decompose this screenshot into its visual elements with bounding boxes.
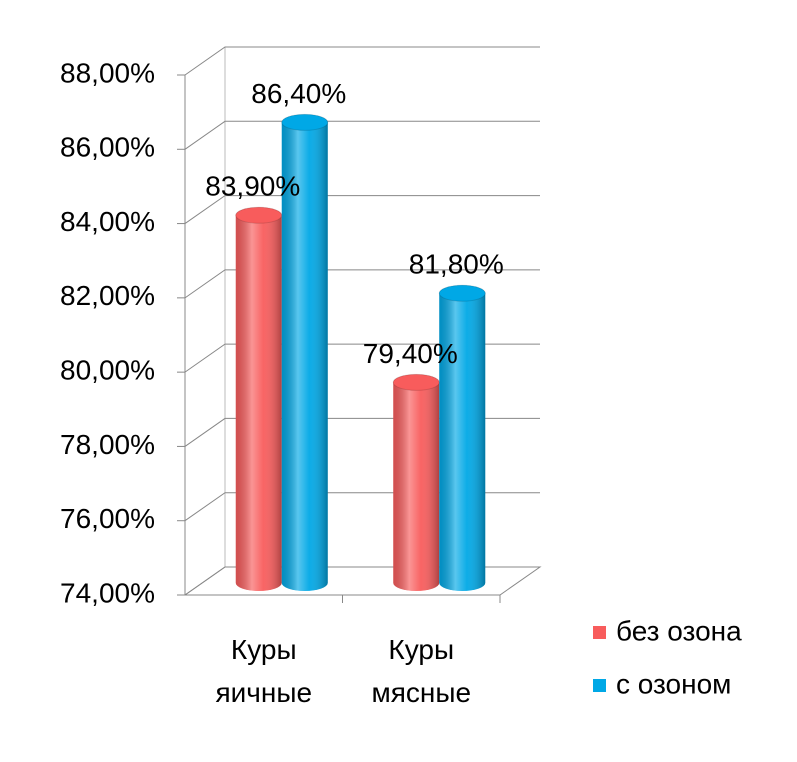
bar-shading — [281, 114, 328, 591]
y-tick-label: 86,00% — [60, 132, 155, 163]
bar-top — [281, 113, 329, 131]
y-tick-label: 76,00% — [60, 503, 155, 534]
bar-shading — [393, 374, 440, 591]
legend-label: без озона — [616, 615, 742, 646]
legend-swatch — [593, 679, 606, 692]
bar-top — [235, 206, 283, 224]
x-tick-label: Куры мясные — [371, 634, 472, 708]
grid-line — [184, 269, 540, 299]
bar-shading — [235, 207, 282, 592]
grid-line — [184, 195, 540, 224]
grid-line — [184, 46, 540, 76]
y-tick-label: 74,00% — [60, 577, 155, 608]
bar-top — [392, 373, 440, 391]
y-tick-label: 80,00% — [60, 355, 155, 386]
grid-line — [184, 120, 540, 150]
value-label: 79,40% — [363, 338, 458, 369]
legend-label: с озоном — [616, 668, 731, 699]
y-tick-label: 88,00% — [60, 57, 155, 88]
y-tick-label: 84,00% — [60, 206, 155, 237]
bar-top — [438, 284, 486, 302]
legend-swatch — [593, 626, 606, 639]
bar-shading — [439, 285, 486, 591]
value-label: 81,80% — [409, 249, 504, 280]
value-label: 83,90% — [205, 171, 300, 202]
grid-line — [184, 343, 540, 373]
value-label: 86,40% — [251, 78, 346, 109]
y-tick-label: 78,00% — [60, 429, 155, 460]
x-tick-label: Куры яичные — [215, 634, 313, 708]
y-tick-label: 82,00% — [60, 280, 155, 311]
